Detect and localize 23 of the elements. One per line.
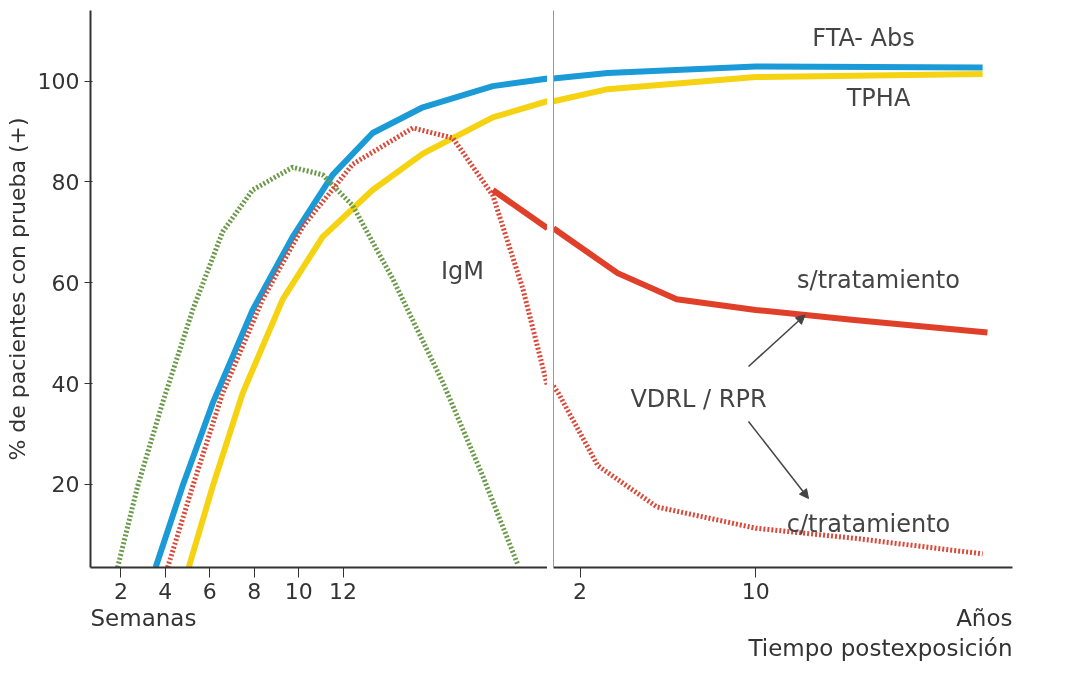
- x-tick-label: 4: [158, 578, 173, 604]
- y-tick-label: 60: [51, 270, 80, 296]
- x-tick-label: 10: [741, 578, 770, 604]
- x-tick-label: 12: [329, 578, 358, 604]
- y-tick-label: 40: [51, 371, 80, 397]
- y-tick-label: 20: [51, 472, 80, 498]
- annotation: TPHA: [845, 83, 911, 112]
- annotation: FTA- Abs: [812, 23, 915, 52]
- y-axis-title: % de pacientes con prueba (+): [4, 117, 30, 461]
- annotation: s/tratamiento: [797, 265, 960, 294]
- y-tick-label: 100: [37, 69, 80, 95]
- x-tick-label: 8: [247, 578, 262, 604]
- annotation: VDRL / RPR: [630, 384, 767, 413]
- x-tick-label: 2: [573, 578, 588, 604]
- text: Semanas: [90, 604, 197, 631]
- x-tick-label: 10: [284, 578, 313, 604]
- x-axis-title: Tiempo postexposición: [747, 634, 1013, 661]
- y-tick-label: 80: [51, 169, 80, 195]
- text: Años: [956, 604, 1013, 631]
- x-tick-label: 2: [113, 578, 128, 604]
- annotation: IgM: [440, 256, 485, 285]
- x-tick-label: 6: [202, 578, 217, 604]
- annotation: c/tratamiento: [786, 509, 951, 538]
